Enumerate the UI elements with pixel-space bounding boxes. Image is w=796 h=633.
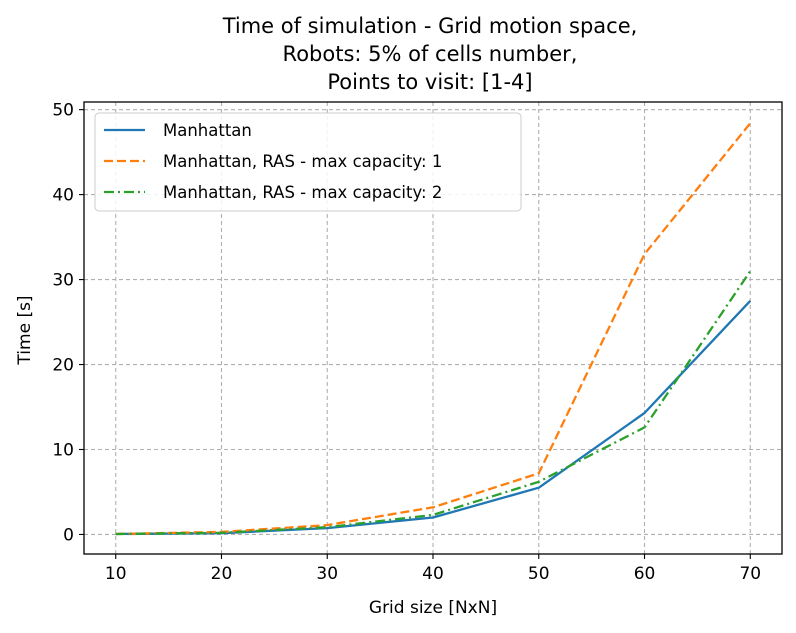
x-tick-label: 40 — [422, 564, 444, 584]
legend-label: Manhattan — [163, 121, 252, 140]
chart-title: Time of simulation - Grid motion space, … — [222, 14, 638, 94]
series-line — [115, 270, 752, 536]
y-tick-label: 10 — [52, 440, 74, 460]
x-tick-label: 30 — [316, 564, 338, 584]
legend-box — [94, 112, 522, 212]
y-tick-label: 40 — [52, 186, 74, 206]
legend-label: Manhattan, RAS - max capacity: 2 — [163, 183, 442, 202]
y-tick-label: 30 — [52, 271, 74, 291]
legend: Manhattan Manhattan, RAS - max capacity: … — [94, 112, 522, 212]
x-axis-label: Grid size [NxN] — [369, 598, 497, 618]
title-line-3: Points to visit: [1-4] — [327, 70, 532, 94]
title-line-2: Robots: 5% of cells number, — [283, 42, 578, 66]
x-tick-label: 20 — [211, 564, 233, 584]
grid — [84, 102, 782, 554]
title-line-1: Time of simulation - Grid motion space, — [222, 14, 638, 38]
x-tick-label: 60 — [634, 564, 656, 584]
x-tick-label: 50 — [528, 564, 550, 584]
y-axis-label: Time [s] — [15, 295, 35, 365]
axis-ticks: 10 20 30 40 50 60 70 0 10 20 30 40 50 — [52, 101, 761, 584]
x-tick-label: 70 — [739, 564, 761, 584]
y-tick-label: 50 — [52, 101, 74, 121]
y-tick-label: 20 — [52, 356, 74, 376]
plot-lines — [115, 122, 752, 536]
legend-label: Manhattan, RAS - max capacity: 1 — [163, 152, 442, 171]
y-tick-label: 0 — [63, 525, 74, 545]
x-tick-label: 10 — [105, 564, 127, 584]
